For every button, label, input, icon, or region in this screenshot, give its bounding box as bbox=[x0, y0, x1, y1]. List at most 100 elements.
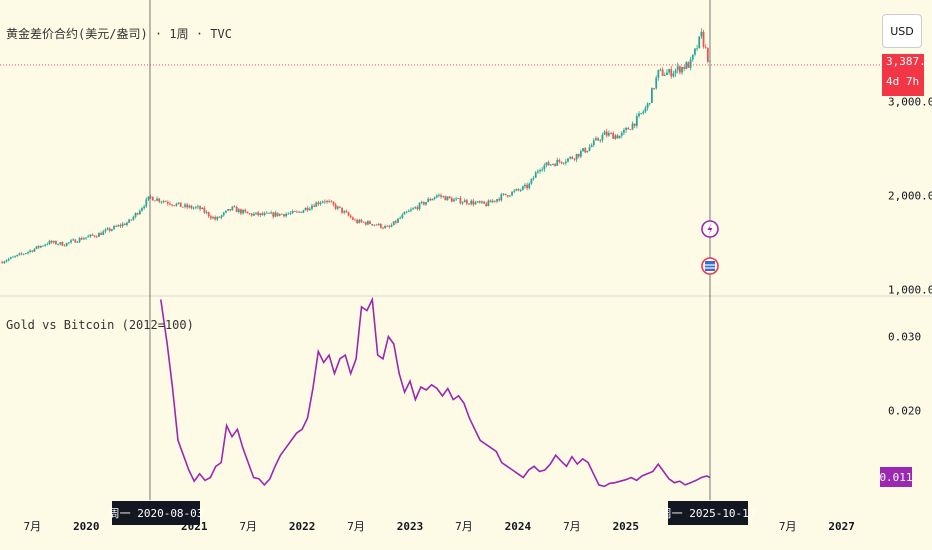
candle-body bbox=[334, 204, 337, 209]
candle-body bbox=[491, 200, 494, 203]
candle-body bbox=[513, 190, 516, 192]
candle-body bbox=[293, 211, 296, 212]
candle-body bbox=[18, 253, 21, 255]
candle-body bbox=[80, 237, 83, 240]
candle-body bbox=[509, 195, 511, 197]
candle-body bbox=[678, 66, 681, 73]
candle-body bbox=[252, 213, 255, 216]
candle-body bbox=[85, 237, 87, 239]
candle-body bbox=[530, 178, 533, 184]
candle-body bbox=[76, 241, 79, 243]
candle-body bbox=[317, 202, 320, 205]
candle-body bbox=[521, 186, 524, 190]
x-tick-label: 7月 bbox=[24, 520, 42, 533]
candle-body bbox=[364, 222, 367, 225]
indicator-title[interactable]: Gold vs Bitcoin (2012=100) bbox=[6, 318, 194, 332]
candle-body bbox=[78, 237, 81, 242]
candle-body bbox=[483, 201, 485, 204]
candle-body bbox=[425, 202, 427, 205]
candle-body bbox=[500, 194, 503, 201]
candle-body bbox=[493, 200, 496, 202]
candle-body bbox=[453, 199, 455, 202]
candle-body bbox=[659, 69, 662, 71]
candle-body bbox=[207, 212, 210, 217]
candle-body bbox=[592, 140, 595, 146]
candle-body bbox=[83, 238, 85, 240]
candle-body bbox=[580, 151, 582, 157]
candle-body bbox=[481, 201, 483, 203]
candle-body bbox=[463, 200, 466, 203]
candle-body bbox=[623, 129, 625, 133]
candle-body bbox=[175, 203, 178, 206]
candle-body bbox=[625, 127, 627, 130]
candle-body bbox=[674, 70, 677, 74]
candle-body bbox=[610, 132, 612, 134]
candle-body bbox=[382, 227, 384, 229]
candle-body bbox=[709, 60, 711, 62]
candle-body bbox=[575, 153, 578, 160]
candle-body bbox=[158, 198, 161, 202]
candle-body bbox=[504, 193, 507, 196]
candle-body bbox=[661, 69, 664, 76]
candle-body bbox=[461, 202, 464, 204]
candle-body bbox=[429, 198, 432, 201]
candle-body bbox=[347, 212, 350, 216]
candle-body bbox=[696, 48, 698, 49]
candle-body bbox=[134, 213, 137, 217]
candle-body bbox=[235, 207, 238, 213]
candle-body bbox=[93, 235, 96, 237]
candle-body bbox=[433, 197, 436, 199]
candle-body bbox=[186, 204, 189, 208]
candle-body bbox=[242, 210, 245, 214]
candle-body bbox=[618, 135, 621, 139]
candle-body bbox=[422, 201, 425, 205]
candle-body bbox=[130, 219, 133, 221]
candle-body bbox=[50, 240, 53, 243]
candle-body bbox=[169, 203, 171, 205]
candle-body bbox=[164, 201, 167, 203]
candle-body bbox=[545, 162, 548, 166]
candle-body bbox=[541, 169, 544, 171]
x-tick-label: 7月 bbox=[455, 520, 473, 533]
candle-body bbox=[261, 213, 264, 215]
interval-label: 1周 bbox=[169, 27, 189, 41]
candle-body bbox=[57, 244, 59, 245]
symbol-title[interactable]: 黄金差价合约(美元/盎司) · 1周 · TVC bbox=[6, 25, 232, 42]
candle-body bbox=[65, 242, 68, 246]
candle-body bbox=[689, 59, 692, 68]
candle-body bbox=[489, 200, 492, 203]
candle-body bbox=[12, 256, 14, 258]
candle-body bbox=[154, 200, 156, 202]
candle-body bbox=[48, 240, 51, 244]
candle-body bbox=[212, 217, 214, 219]
candle-body bbox=[691, 54, 694, 60]
candle-body bbox=[89, 234, 92, 237]
candle-body bbox=[255, 212, 257, 214]
candle-body bbox=[141, 208, 143, 211]
currency-button[interactable]: USD bbox=[882, 14, 922, 48]
candle-body bbox=[259, 213, 262, 216]
candle-body bbox=[414, 207, 417, 209]
candle-body bbox=[3, 261, 6, 264]
candle-body bbox=[63, 245, 66, 247]
candle-body bbox=[577, 153, 580, 157]
candle-body bbox=[515, 189, 518, 191]
candle-body bbox=[27, 251, 29, 254]
candle-body bbox=[91, 234, 94, 236]
candle-body bbox=[214, 217, 217, 220]
candle-body bbox=[46, 243, 49, 245]
candle-body bbox=[138, 210, 141, 215]
candle-body bbox=[285, 213, 288, 217]
candle-body bbox=[300, 211, 303, 213]
candle-body bbox=[171, 204, 174, 206]
candle-body bbox=[547, 162, 550, 166]
candle-body bbox=[666, 72, 668, 76]
candle-body bbox=[298, 211, 300, 213]
y-tick-label: 2,000.000 bbox=[888, 189, 932, 202]
candle-body bbox=[123, 223, 126, 225]
candle-body bbox=[519, 189, 522, 191]
candle-body bbox=[564, 161, 567, 164]
candle-body bbox=[582, 148, 584, 152]
candle-body bbox=[70, 240, 72, 243]
